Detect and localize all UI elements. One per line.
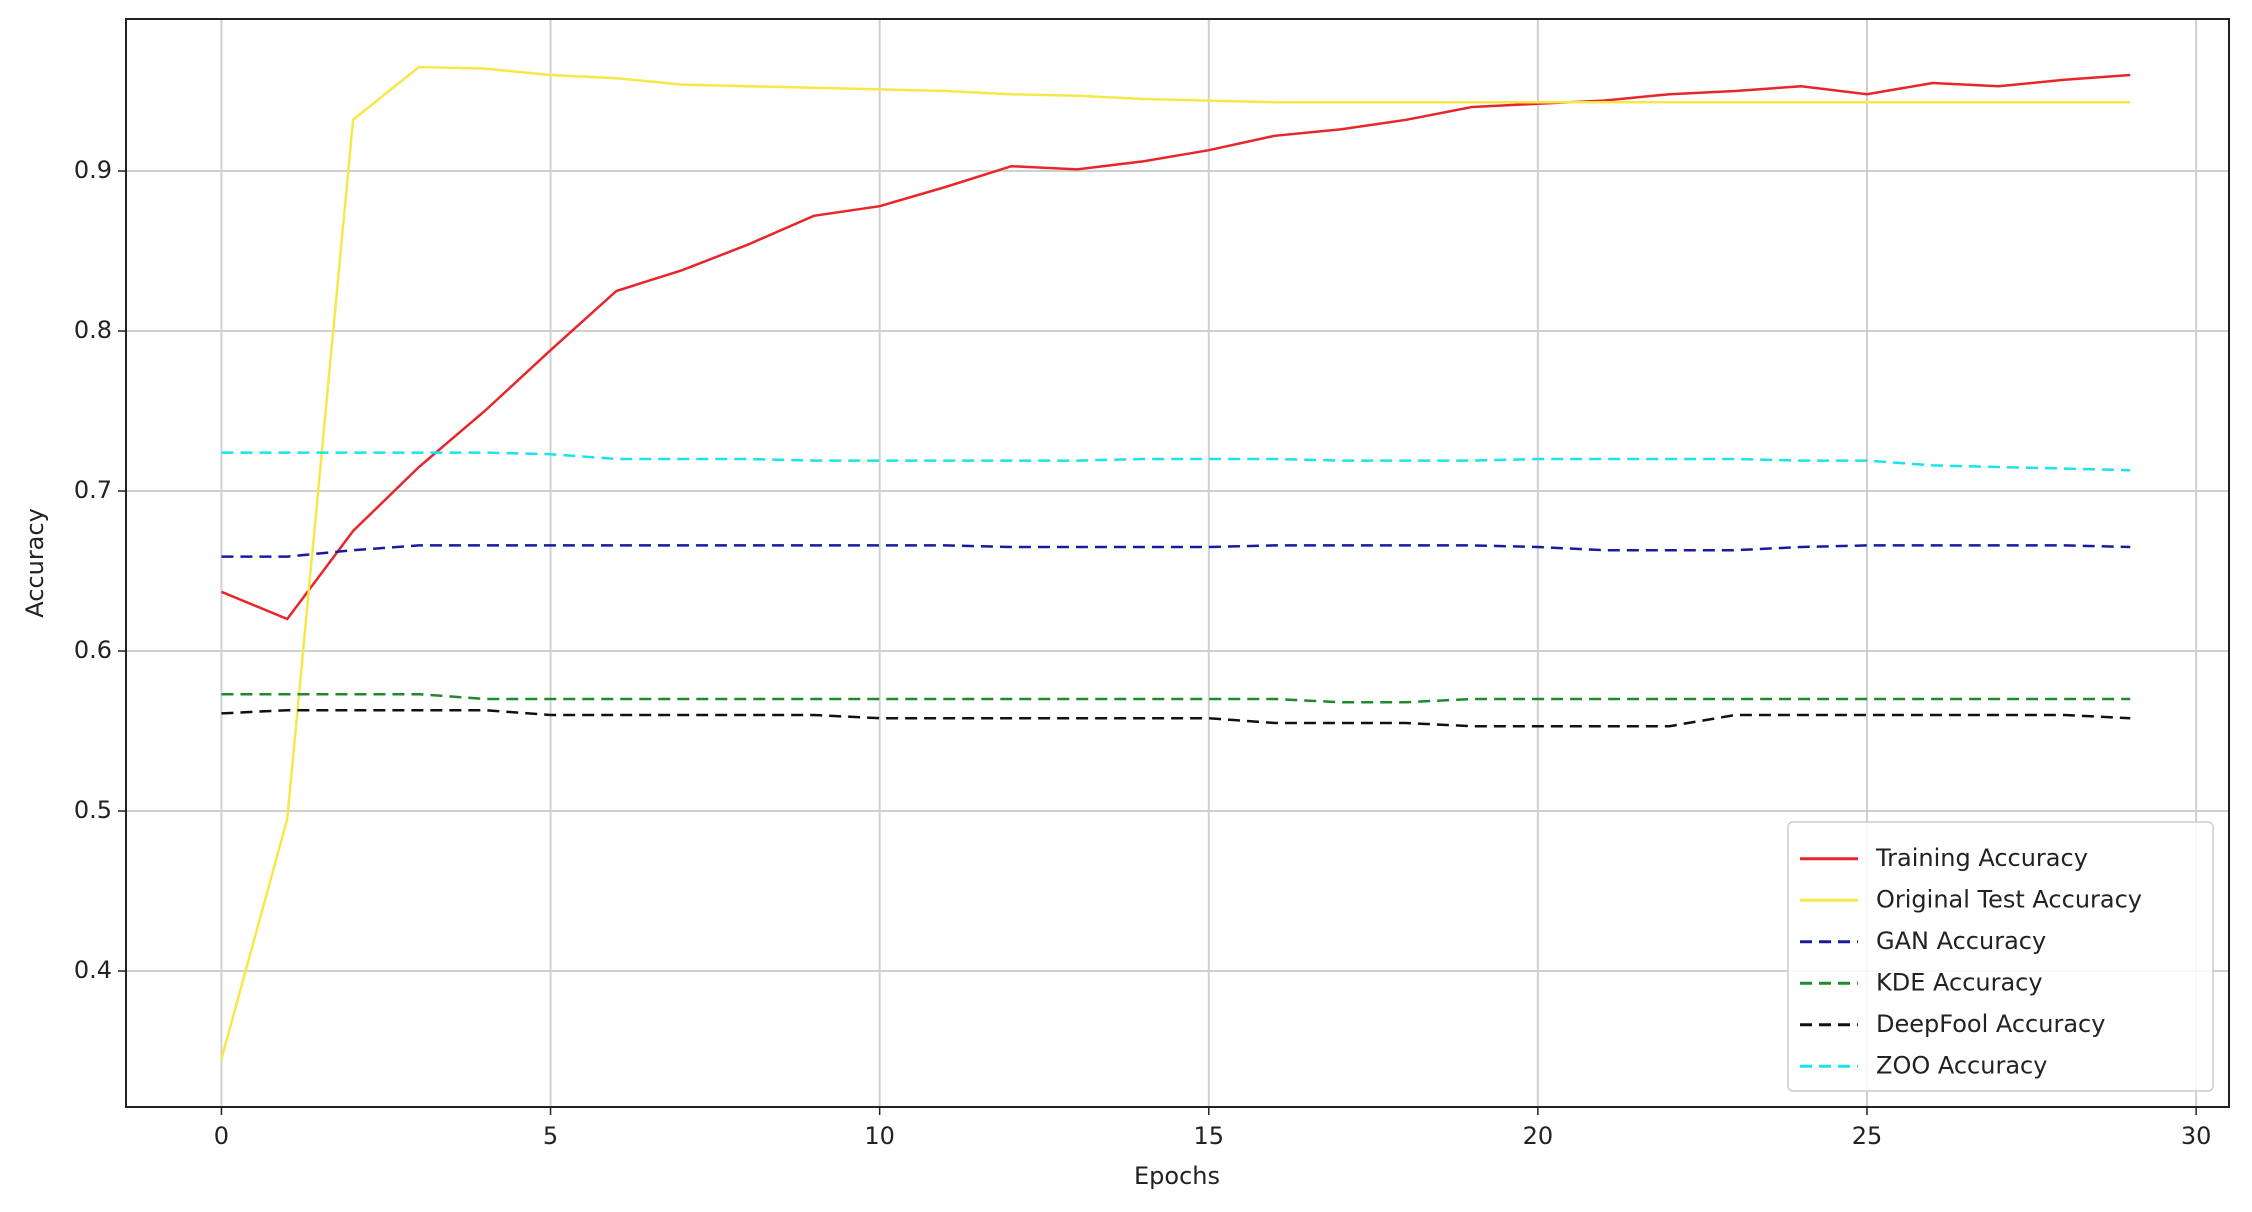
- y-tick-label: 0.4: [74, 956, 112, 984]
- x-tick-label: 25: [1852, 1122, 1883, 1150]
- x-axis-label: Epochs: [1134, 1162, 1220, 1190]
- y-axis-label: Accuracy: [21, 508, 49, 618]
- legend-label: DeepFool Accuracy: [1876, 1010, 2105, 1038]
- x-tick-label: 5: [543, 1122, 558, 1150]
- legend-label: GAN Accuracy: [1876, 927, 2046, 955]
- legend-label: KDE Accuracy: [1876, 968, 2043, 996]
- x-tick-label: 30: [2181, 1122, 2212, 1150]
- data-line: [220, 65, 2131, 1060]
- y-tick-label: 0.8: [74, 316, 112, 344]
- data-line: [221, 451, 2131, 472]
- legend-label: ZOO Accuracy: [1876, 1051, 2047, 1079]
- y-tick-label: 0.5: [74, 796, 112, 824]
- data-line: [221, 708, 2131, 728]
- legend-label: Training Accuracy: [1875, 844, 2088, 872]
- y-tick-label: 0.7: [74, 476, 112, 504]
- plot-frame: [125, 18, 2230, 1108]
- x-tick-label: 0: [214, 1122, 229, 1150]
- legend-box: [1787, 821, 2214, 1092]
- legend-label: Original Test Accuracy: [1876, 885, 2142, 913]
- x-tick-label: 10: [864, 1122, 895, 1150]
- data-line: [221, 544, 2131, 558]
- data-line: [220, 73, 2131, 621]
- y-tick-label: 0.6: [74, 636, 112, 664]
- data-line: [221, 692, 2131, 704]
- y-tick-label: 0.9: [74, 156, 112, 184]
- x-tick-label: 20: [1523, 1122, 1554, 1150]
- x-tick-label: 15: [1193, 1122, 1224, 1150]
